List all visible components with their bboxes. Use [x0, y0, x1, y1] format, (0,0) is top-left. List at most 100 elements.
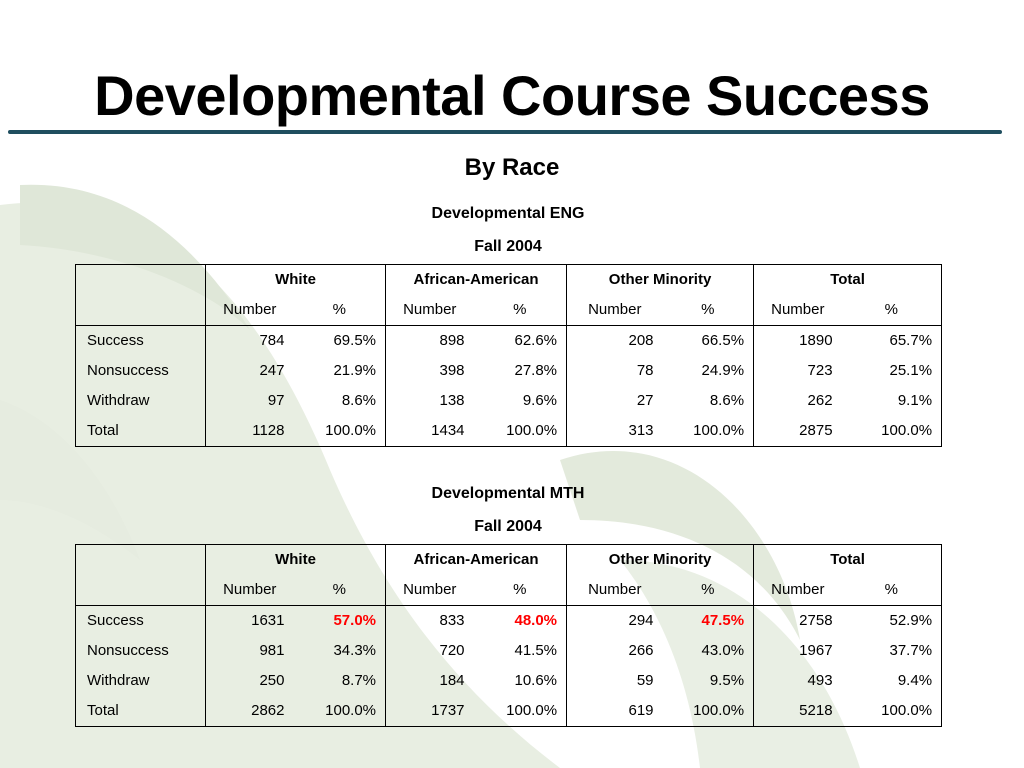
- cell-percent-highlighted: 48.0%: [514, 612, 558, 629]
- mth-table: White African-American Other Minority To…: [75, 544, 943, 727]
- row-label: Nonsuccess: [87, 362, 169, 379]
- row-label: Total: [87, 422, 119, 439]
- cell-number: 1128: [205, 416, 294, 447]
- cell-number: 720: [385, 636, 474, 666]
- title-divider: [8, 130, 1002, 134]
- cell-percent-highlighted: 47.5%: [701, 612, 745, 629]
- sub-header-number: Number: [566, 295, 663, 326]
- mth-table-caption: Developmental MTH: [431, 485, 585, 502]
- cell-percent: 25.1%: [889, 362, 933, 379]
- cell-percent: 100.0%: [693, 702, 745, 719]
- table-row: Withdraw 97 8.6% 138 9.6% 27 8.6% 262 9.…: [76, 386, 942, 416]
- col-group-white: White: [204, 544, 386, 575]
- cell-number: 398: [385, 356, 474, 386]
- cell-percent: 34.3%: [333, 642, 377, 659]
- sub-header-number: Number: [205, 295, 294, 326]
- cell-number: 898: [385, 325, 474, 356]
- cell-number: 208: [566, 325, 663, 356]
- eng-table-term: Fall 2004: [474, 238, 542, 255]
- sub-header-row: Number % Number % Number % Number %: [75, 295, 942, 326]
- table-row-total: Total 1128 100.0% 1434 100.0% 313 100.0%…: [76, 416, 942, 447]
- sub-header-number: Number: [566, 575, 663, 606]
- eng-table: White African-American Other Minority To…: [75, 264, 943, 447]
- cell-percent: 100.0%: [325, 702, 377, 719]
- cell-percent-highlighted: 57.0%: [333, 612, 377, 629]
- cell-number: 784: [205, 325, 294, 356]
- cell-percent: 27.8%: [514, 362, 558, 379]
- cell-percent: 100.0%: [693, 422, 745, 439]
- mth-table-term: Fall 2004: [474, 518, 542, 535]
- cell-percent: 10.6%: [514, 672, 558, 689]
- cell-number: 294: [566, 605, 663, 636]
- corner-cell: [76, 265, 206, 296]
- cell-number: 78: [566, 356, 663, 386]
- cell-number: 981: [205, 636, 294, 666]
- cell-number: 1737: [385, 696, 474, 727]
- cell-number: 59: [566, 666, 663, 696]
- cell-number: 262: [753, 386, 842, 416]
- row-label: Nonsuccess: [87, 642, 169, 659]
- cell-number: 1890: [753, 325, 842, 356]
- cell-percent: 37.7%: [889, 642, 933, 659]
- table-row-total: Total 2862 100.0% 1737 100.0% 619 100.0%…: [76, 696, 942, 727]
- col-group-total: Total: [753, 264, 942, 295]
- cell-number: 97: [205, 386, 294, 416]
- cell-percent: 100.0%: [325, 422, 377, 439]
- cell-percent: 8.6%: [709, 392, 745, 409]
- cell-percent: 8.7%: [341, 672, 377, 689]
- group-header-row: White African-American Other Minority To…: [76, 264, 942, 296]
- col-group-african-american: African-American: [385, 544, 567, 575]
- cell-percent: 100.0%: [506, 702, 558, 719]
- sub-header-percent: %: [662, 575, 754, 606]
- cell-number: 723: [753, 356, 842, 386]
- cell-percent: 100.0%: [506, 422, 558, 439]
- cell-percent: 9.6%: [522, 392, 558, 409]
- group-header-row: White African-American Other Minority To…: [76, 544, 942, 576]
- slide-subtitle: By Race: [464, 154, 560, 181]
- cell-number: 266: [566, 636, 663, 666]
- row-label: Withdraw: [87, 392, 150, 409]
- sub-header-number: Number: [385, 575, 474, 606]
- table-row: Success 784 69.5% 898 62.6% 208 66.5% 18…: [76, 325, 942, 356]
- sub-header-percent: %: [293, 295, 386, 326]
- cell-number: 833: [385, 605, 474, 636]
- table-row: Withdraw 250 8.7% 184 10.6% 59 9.5% 493 …: [76, 666, 942, 696]
- cell-percent: 66.5%: [701, 332, 745, 349]
- sub-header-row: Number % Number % Number % Number %: [75, 575, 942, 606]
- row-label: Success: [87, 612, 144, 629]
- cell-percent: 8.6%: [341, 392, 377, 409]
- col-group-other-minority: Other Minority: [566, 264, 754, 295]
- cell-number: 313: [566, 416, 663, 447]
- sub-header-percent: %: [473, 295, 567, 326]
- cell-number: 2875: [753, 416, 842, 447]
- cell-number: 2862: [205, 696, 294, 727]
- cell-number: 5218: [753, 696, 842, 727]
- cell-percent: 24.9%: [701, 362, 745, 379]
- cell-percent: 100.0%: [881, 422, 933, 439]
- col-group-african-american: African-American: [385, 264, 567, 295]
- cell-percent: 21.9%: [333, 362, 377, 379]
- corner-cell: [75, 295, 206, 326]
- sub-header-number: Number: [205, 575, 294, 606]
- cell-percent: 52.9%: [889, 612, 933, 629]
- sub-header-percent: %: [841, 575, 942, 606]
- cell-percent: 9.1%: [897, 392, 933, 409]
- cell-number: 247: [205, 356, 294, 386]
- cell-percent: 62.6%: [514, 332, 558, 349]
- cell-number: 1631: [205, 605, 294, 636]
- sub-header-percent: %: [662, 295, 754, 326]
- row-label: Total: [87, 702, 119, 719]
- row-label: Success: [87, 332, 144, 349]
- cell-percent: 69.5%: [333, 332, 377, 349]
- corner-cell: [75, 575, 206, 606]
- cell-number: 2758: [753, 605, 842, 636]
- cell-number: 1434: [385, 416, 474, 447]
- table-row: Nonsuccess 981 34.3% 720 41.5% 266 43.0%…: [76, 636, 942, 666]
- col-group-total: Total: [753, 544, 942, 575]
- cell-percent: 65.7%: [889, 332, 933, 349]
- corner-cell: [76, 545, 206, 576]
- cell-percent: 43.0%: [701, 642, 745, 659]
- cell-percent: 9.5%: [709, 672, 745, 689]
- cell-number: 250: [205, 666, 294, 696]
